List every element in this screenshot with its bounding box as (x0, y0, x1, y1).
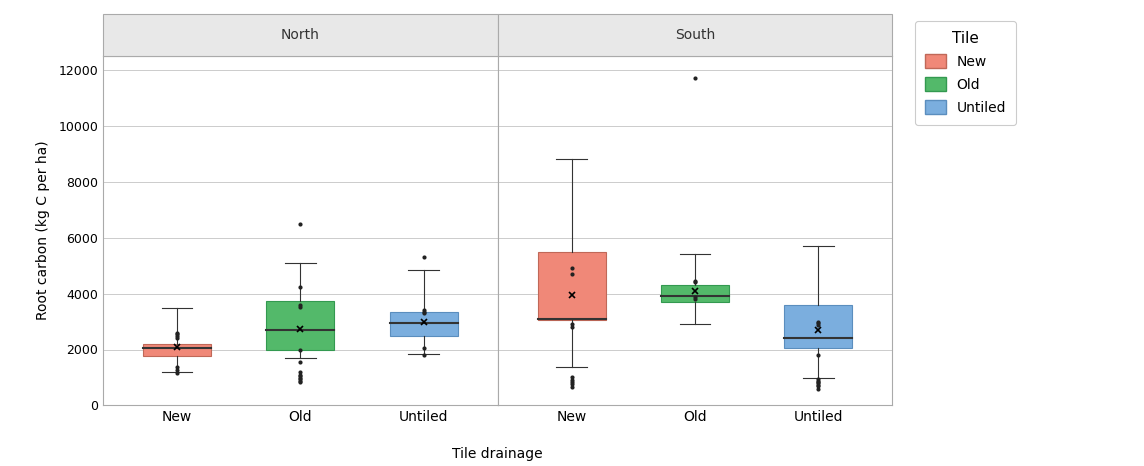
Text: Tile drainage: Tile drainage (452, 447, 543, 461)
Bar (785, 305, 852, 348)
FancyBboxPatch shape (498, 14, 892, 56)
Bar (390, 312, 458, 336)
FancyBboxPatch shape (103, 14, 498, 56)
Bar (538, 252, 605, 320)
Y-axis label: Root carbon (kg C per ha): Root carbon (kg C per ha) (35, 141, 50, 321)
Bar (267, 301, 334, 350)
Bar (661, 285, 729, 302)
Text: South: South (675, 28, 715, 42)
Legend: New, Old, Untiled: New, Old, Untiled (915, 21, 1016, 125)
Text: North: North (281, 28, 319, 42)
Bar (143, 344, 210, 356)
